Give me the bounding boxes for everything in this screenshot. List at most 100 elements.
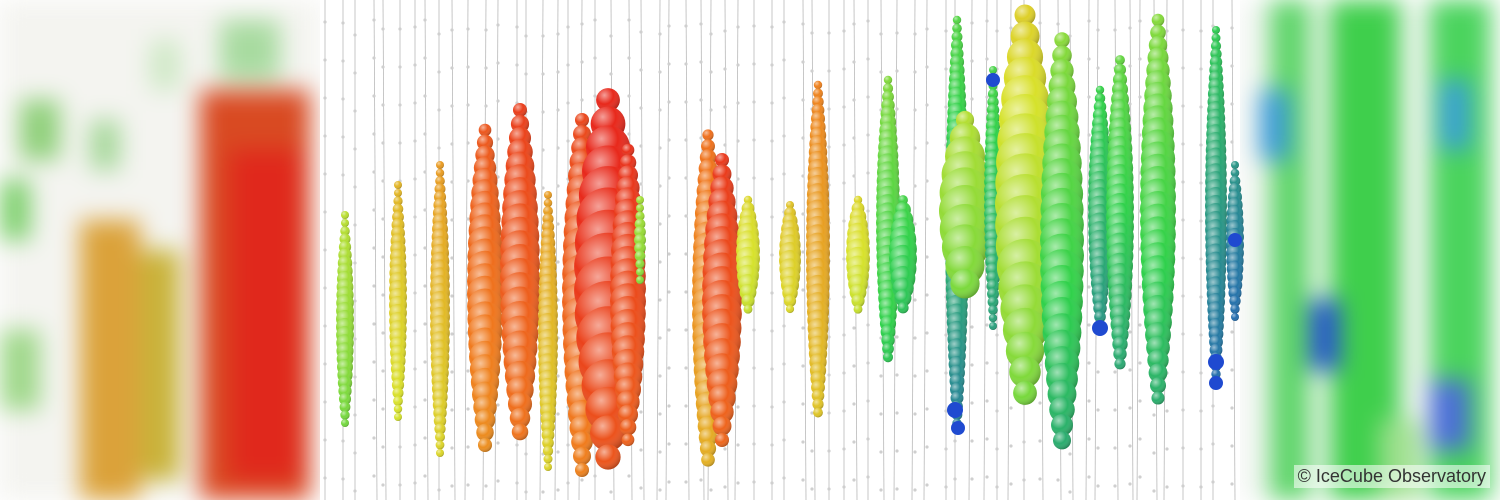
sensor-dot (1128, 368, 1132, 372)
detector-string (656, 0, 661, 500)
sensor-dot (556, 260, 560, 264)
sensor-dot (323, 210, 327, 214)
sensor-dot (1113, 484, 1117, 488)
sensor-dot (723, 67, 727, 71)
hit-sphere (635, 211, 645, 221)
hit-sphere (575, 463, 589, 477)
sensor-dot (1211, 442, 1215, 446)
sensor-dot (1128, 64, 1132, 68)
sensor-dot (353, 413, 357, 417)
detector-string (554, 0, 559, 500)
sensor-dot (496, 137, 500, 141)
hit-sphere (1211, 33, 1221, 43)
hit-sphere (621, 143, 635, 157)
sensor-dot (970, 439, 974, 443)
sensor-dot (995, 333, 999, 337)
hit-sphere (1094, 93, 1106, 104)
sensor-dot (580, 22, 584, 26)
sensor-dot (515, 25, 519, 29)
hit-sphere (1112, 336, 1128, 352)
sensor-dot (810, 69, 814, 73)
sensor-dot (658, 70, 662, 74)
hit-sphere (571, 431, 593, 453)
sensor-dot (827, 373, 831, 377)
sensor-dot (782, 400, 786, 404)
sensor-dot (709, 488, 713, 492)
sensor-dot (341, 439, 345, 443)
sensor-dot (496, 99, 500, 103)
sensor-dot (866, 171, 870, 175)
sensor-dot (866, 323, 870, 327)
sensor-dot (879, 70, 883, 74)
hit-sphere (987, 296, 999, 308)
sensor-dot (970, 97, 974, 101)
sensor-dot (879, 412, 883, 416)
sensor-dot (1138, 361, 1142, 365)
sensor-dot (1096, 408, 1100, 412)
sensor-dot (658, 298, 662, 302)
sensor-dot (423, 474, 427, 478)
sensor-dot (1181, 104, 1185, 108)
sensor-dot (925, 445, 929, 449)
sensor-dot (736, 25, 740, 29)
sensor-dot (1199, 447, 1203, 451)
sensor-dot (556, 488, 560, 492)
sensor-dot (1199, 485, 1203, 489)
sensor-dot (593, 56, 597, 60)
hit-sphere (882, 83, 894, 94)
sensor-dot (866, 57, 870, 61)
sensor-dot (609, 72, 613, 76)
sensor-dot (541, 186, 545, 190)
hit-sphere (575, 113, 589, 127)
sensor-dot (684, 290, 688, 294)
sensor-dot (985, 19, 989, 23)
sensor-dot (985, 475, 989, 479)
sensor-dot (752, 366, 756, 370)
left-blurred-panel (0, 0, 320, 500)
hit-sphere (341, 211, 349, 219)
sensor-dot (381, 483, 385, 487)
sensor-dot (450, 28, 454, 32)
sensor-dot (541, 34, 545, 38)
hit-sphere (785, 304, 795, 314)
sensor-dot (801, 136, 805, 140)
sensor-dot (353, 451, 357, 455)
sensor-dot (556, 108, 560, 112)
hit-sphere (433, 414, 447, 428)
sensor-dot (1038, 477, 1042, 481)
sensor-dot (684, 138, 688, 142)
sensor-dot (658, 184, 662, 188)
sensor-dot (450, 180, 454, 184)
sensor-dot (782, 20, 786, 24)
sensor-dot (782, 362, 786, 366)
detector-string (923, 0, 928, 500)
sensor-dot (925, 331, 929, 335)
sensor-dot (842, 181, 846, 185)
hit-sphere (1115, 55, 1125, 65)
hit-sphere (394, 181, 402, 189)
sensor-dot (639, 448, 643, 452)
sensor-dot (1181, 484, 1185, 488)
sensor-dot (752, 176, 756, 180)
sensor-dot (372, 56, 376, 60)
hit-sphere (1114, 358, 1126, 370)
sensor-dot (450, 294, 454, 298)
hit-sphere (783, 294, 797, 308)
sensor-dot (639, 486, 643, 490)
sensor-dot (995, 447, 999, 451)
sensor-dot (524, 34, 528, 38)
hit-sphere (477, 437, 493, 453)
sensor-dot (782, 438, 786, 442)
sensor-dot (1199, 219, 1203, 223)
sensor-dot (1165, 485, 1169, 489)
sensor-dot (381, 27, 385, 31)
sensor-dot (752, 100, 756, 104)
hit-sphere (951, 31, 963, 43)
hit-sphere (699, 440, 717, 457)
sensor-dot (684, 100, 688, 104)
sensor-dot (684, 214, 688, 218)
sensor-dot (842, 333, 846, 337)
detector-string (373, 0, 378, 500)
sensor-dot (1211, 404, 1215, 408)
sensor-dot (541, 110, 545, 114)
